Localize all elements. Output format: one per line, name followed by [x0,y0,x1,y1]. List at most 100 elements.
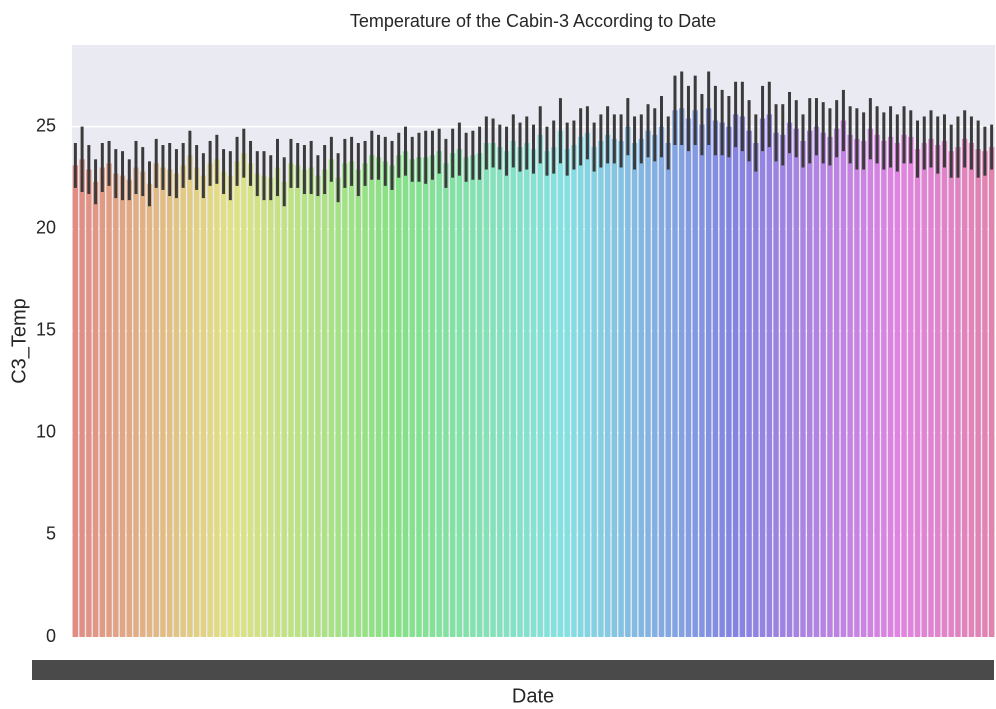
bar [524,142,530,637]
bar [497,147,503,637]
bar [928,138,934,637]
y-tick-label: 10 [36,422,56,442]
bar [140,171,146,637]
bar [577,136,584,638]
bar [759,118,766,638]
bar [827,136,833,638]
bar [503,151,510,637]
bar [483,142,490,637]
bar [591,147,597,637]
bar [449,153,456,637]
bar [423,157,429,637]
bar [416,157,422,637]
bar [153,163,159,637]
bar [746,130,752,638]
bar [901,134,907,638]
bar [665,142,671,637]
bar [308,167,314,637]
bar [584,132,591,638]
bar [685,118,692,638]
y-tick-label: 15 [36,320,56,340]
bar [598,140,604,637]
bar [618,140,624,637]
bar [961,138,968,637]
bar [375,157,382,637]
bar [712,120,719,638]
bar [631,142,638,637]
bar [652,134,658,638]
bar [86,169,92,637]
bar [396,155,402,637]
bar [571,145,577,637]
bar [382,161,388,637]
bar [564,149,570,637]
bar [315,175,321,638]
bar [820,132,826,638]
x-axis-label: Date [512,685,554,707]
bar [288,163,294,637]
bar [160,167,166,637]
bar [456,149,463,637]
bar [321,169,328,637]
bar [281,181,287,638]
bar [679,108,685,637]
bar [692,110,698,637]
bar [753,142,759,637]
bar [79,159,85,637]
bar [658,126,665,637]
bar [234,161,240,637]
bar [193,167,200,637]
bar [187,155,193,637]
y-axis-label: C3_Temp [8,298,30,384]
bar [780,134,786,638]
bar [389,165,395,637]
bar [99,167,106,637]
bar [180,165,186,637]
bar [517,147,523,637]
bar [348,161,355,637]
bar [295,165,301,637]
bar [133,167,139,637]
bar [530,149,537,637]
bar [72,165,79,637]
bar [429,155,436,637]
bar [490,142,496,637]
bar [476,153,483,637]
bar [126,179,132,638]
bar [645,130,651,638]
bar [726,126,732,637]
bar [261,175,267,638]
bar [719,122,725,638]
bar [840,120,847,638]
bar [443,163,449,637]
bar [833,128,840,638]
bar [800,140,806,637]
bar [463,157,469,637]
bar [867,128,874,638]
bar [699,124,705,638]
bar [948,151,954,637]
bar [173,173,180,637]
bar [146,183,153,638]
bar [894,142,901,637]
bar [220,171,227,637]
bar [813,126,820,637]
bar [881,140,887,637]
bar [254,173,260,637]
bar [807,130,813,638]
bar [342,163,348,637]
bar [638,138,644,637]
bar [672,110,678,637]
bar [766,114,772,637]
bar [470,155,476,637]
bar [955,147,961,637]
bar [214,159,220,637]
bar [854,138,860,637]
bar [207,163,213,637]
y-tick-label: 25 [36,115,56,135]
bar [436,151,442,637]
bar [941,140,948,637]
bar [874,134,880,638]
bar [166,169,173,637]
